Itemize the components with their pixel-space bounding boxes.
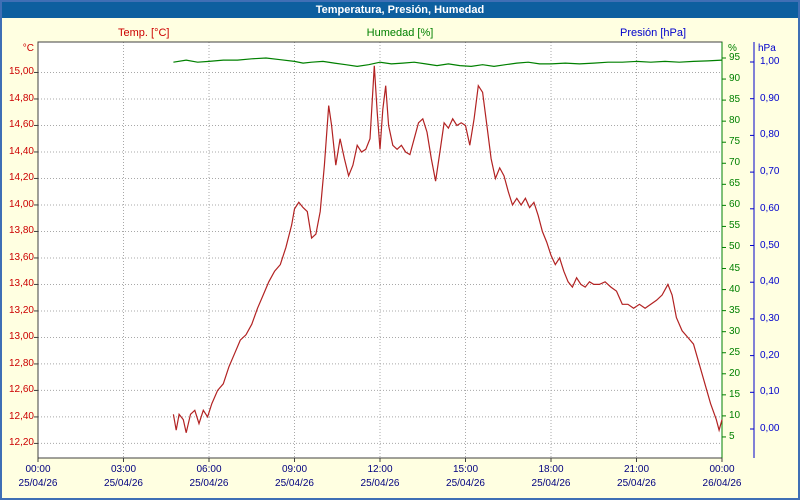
temp-tick-label: 14,40	[8, 145, 34, 157]
pressure-tick-label: 0,50	[760, 239, 780, 251]
humidity-tick-label: 25	[729, 346, 741, 358]
pressure-tick-label: 0,10	[760, 386, 780, 398]
pressure-tick-label: 0,90	[760, 92, 780, 104]
temp-tick-label: 13,00	[8, 331, 34, 343]
temp-tick-label: 13,80	[8, 225, 34, 237]
time-tick-label: 03:00	[110, 464, 137, 475]
date-label: 25/04/26	[189, 478, 229, 489]
temp-tick-label: 14,80	[8, 92, 34, 104]
temp-tick-label: 12,60	[8, 384, 34, 396]
pressure-axis-unit: hPa	[758, 43, 776, 54]
legend-humidity: Humedad [%]	[366, 27, 434, 39]
legend-pressure: Presión [hPa]	[620, 27, 687, 39]
time-tick-label: 00:00	[25, 464, 51, 475]
pressure-tick-label: 0,40	[760, 276, 780, 288]
humidity-tick-label: 10	[729, 409, 741, 421]
date-label: 25/04/26	[617, 478, 656, 489]
date-label: 25/04/26	[446, 478, 485, 489]
temp-tick-label: 13,20	[8, 304, 34, 316]
humidity-tick-label: 80	[729, 115, 741, 127]
temp-axis-unit: °C	[22, 43, 34, 54]
humidity-tick-label: 5	[729, 430, 735, 442]
date-label: 25/04/26	[18, 478, 58, 489]
humidity-tick-label: 90	[729, 73, 741, 85]
pressure-tick-label: 0,70	[760, 166, 780, 178]
temp-tick-label: 12,20	[8, 437, 34, 449]
time-tick-label: 00:00	[709, 464, 735, 475]
window-title: Temperatura, Presión, Humedad	[315, 4, 485, 16]
series-humidity	[173, 57, 723, 68]
pressure-tick-label: 0,00	[760, 423, 780, 434]
temp-tick-label: 13,40	[8, 278, 34, 290]
humidity-tick-label: 55	[729, 220, 741, 232]
series-temp	[172, 65, 723, 433]
temp-tick-label: 12,40	[8, 410, 34, 422]
time-tick-label: 15:00	[452, 464, 479, 475]
humidity-tick-label: 45	[729, 262, 741, 274]
humidity-axis-unit: %	[728, 43, 737, 54]
title-bar: Temperatura, Presión, Humedad	[2, 2, 798, 18]
pressure-tick-label: 0,80	[760, 129, 780, 141]
date-label: 25/04/26	[531, 478, 571, 489]
humidity-tick-label: 85	[729, 94, 741, 106]
humidity-tick-label: 40	[729, 283, 741, 295]
time-tick-label: 09:00	[281, 464, 308, 475]
humidity-tick-label: 30	[729, 325, 741, 337]
date-label: 25/04/26	[104, 478, 143, 489]
humidity-tick-label: 65	[729, 178, 741, 190]
chart-canvas	[34, 41, 755, 462]
humidity-tick-label: 20	[729, 367, 741, 379]
legend-temperature: Temp. [°C]	[118, 27, 170, 39]
date-label: 26/04/26	[702, 478, 742, 489]
time-tick-label: 18:00	[538, 464, 564, 475]
date-label: 25/04/26	[360, 478, 400, 489]
humidity-tick-label: 70	[729, 157, 741, 169]
time-tick-label: 21:00	[623, 464, 650, 475]
pressure-tick-label: 0,20	[760, 349, 780, 361]
humidity-tick-label: 50	[729, 241, 741, 253]
pressure-tick-label: 1,00	[760, 56, 780, 67]
humidity-tick-label: 60	[729, 199, 741, 211]
humidity-tick-label: 95	[729, 52, 741, 63]
time-tick-label: 06:00	[196, 464, 222, 475]
temp-tick-label: 12,80	[8, 357, 34, 369]
time-tick-label: 12:00	[367, 464, 393, 475]
temp-tick-label: 14,00	[8, 198, 34, 210]
pressure-tick-label: 0,30	[760, 312, 780, 324]
humidity-tick-label: 75	[729, 136, 741, 148]
temp-tick-label: 13,60	[8, 251, 34, 263]
temp-tick-label: 14,20	[8, 172, 34, 184]
temp-tick-label: 15,00	[8, 66, 34, 78]
date-label: 25/04/26	[275, 478, 314, 489]
humidity-tick-label: 15	[729, 388, 741, 400]
humidity-tick-label: 35	[729, 304, 741, 316]
pressure-tick-label: 0,60	[760, 202, 780, 214]
temp-tick-label: 14,60	[8, 119, 34, 131]
